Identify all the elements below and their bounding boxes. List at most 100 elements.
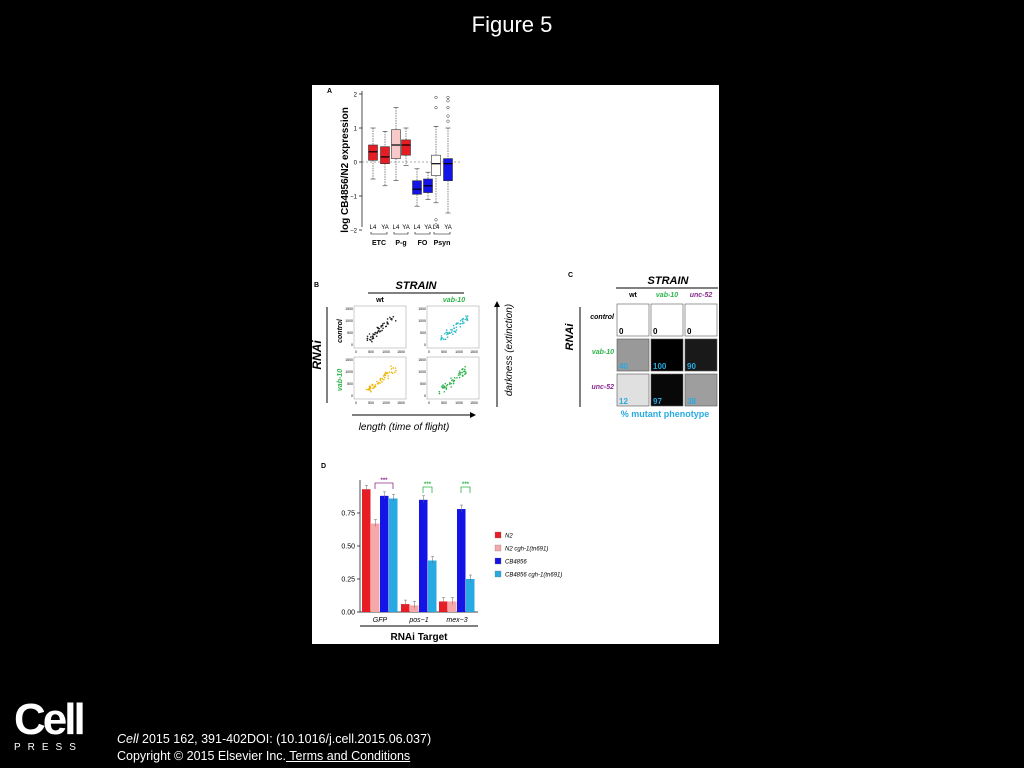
panel-c-legend: % mutant phenotype bbox=[621, 409, 710, 419]
panel-b-row-vab10: vab-10 bbox=[337, 369, 344, 391]
panel-b-point bbox=[386, 318, 389, 320]
panel-a-box bbox=[391, 129, 401, 159]
panel-c-cell bbox=[650, 373, 684, 407]
panel-a-stage-label: YA bbox=[381, 225, 389, 231]
citation-ref: 2015 162, 391-402DOI: (10.1016/j.cell.20… bbox=[138, 732, 432, 746]
panel-b-ytick-label: 0 bbox=[351, 343, 353, 347]
panel-b-point bbox=[448, 383, 451, 385]
panel-b-point bbox=[372, 337, 375, 340]
panel-c-cell-label: 100 bbox=[653, 362, 667, 371]
terms-link[interactable]: Terms and Conditions bbox=[286, 749, 411, 763]
panel-c-cell bbox=[616, 373, 650, 407]
panel-d-bar bbox=[457, 509, 466, 612]
panel-b-point bbox=[450, 386, 452, 388]
panel-b-point bbox=[459, 372, 461, 374]
panel-b-point bbox=[392, 315, 395, 318]
panel-c-strain-title: STRAIN bbox=[648, 275, 690, 287]
panel-c-cell bbox=[650, 303, 684, 337]
panel-b-point bbox=[457, 322, 459, 324]
panel-b-point bbox=[461, 320, 464, 323]
citation-line: Cell 2015 162, 391-402DOI: (10.1016/j.ce… bbox=[117, 731, 431, 748]
panel-b-point bbox=[385, 325, 388, 328]
panel-d-bar bbox=[448, 601, 457, 612]
panel-a-ytick-label: 2 bbox=[354, 93, 358, 99]
panel-b-point bbox=[459, 323, 462, 325]
panel-b-point bbox=[450, 382, 452, 385]
panel-b-point bbox=[387, 377, 389, 380]
panel-b-point bbox=[377, 382, 379, 385]
panel-b-point bbox=[452, 380, 455, 383]
panel-a-outlier bbox=[446, 119, 450, 123]
panel-c-cell bbox=[616, 338, 650, 372]
panel-b-ytick-label: 1000 bbox=[345, 319, 353, 323]
panel-b-point bbox=[372, 387, 374, 390]
panel-b-point bbox=[389, 316, 391, 319]
panel-a-group-label: Psyn bbox=[434, 240, 451, 247]
panel-b-point bbox=[375, 380, 378, 383]
panel-d-yticks: 0.75 0.50 0.25 0.00 bbox=[341, 511, 360, 617]
panel-d-sig-stars: *** bbox=[424, 482, 432, 488]
panel-b-point bbox=[452, 382, 455, 385]
panel-b-y-arrowhead bbox=[494, 301, 500, 307]
panel-c-cell-label: 0 bbox=[687, 327, 692, 336]
panel-c-row-label: vab-10 bbox=[592, 349, 614, 356]
panel-c-col-label: unc-52 bbox=[690, 292, 713, 299]
panel-c-row-labels: control vab-10 unc-52 bbox=[590, 314, 615, 391]
panel-a-group-label: P-g bbox=[395, 240, 406, 247]
panel-b-xtick-label: 1500 bbox=[397, 401, 405, 405]
panel-b-xtick-label: 500 bbox=[441, 350, 447, 354]
panel-c-letter: C bbox=[568, 272, 573, 279]
panel-b-point bbox=[390, 368, 393, 370]
panel-b-point bbox=[375, 335, 378, 338]
panel-b-ytick-label: 1000 bbox=[418, 370, 426, 374]
panel-a-ytick-label: 1 bbox=[354, 127, 358, 133]
logo-word: Cell bbox=[14, 695, 86, 744]
panel-b-point bbox=[457, 374, 460, 376]
panel-b-xtick-label: 1500 bbox=[397, 350, 405, 354]
panel-c-cell-label: 40 bbox=[619, 362, 628, 371]
panel-b-point bbox=[378, 327, 381, 330]
panel-c-col-label: wt bbox=[628, 292, 637, 299]
panel-b-point bbox=[446, 332, 449, 335]
panel-a-outlier bbox=[446, 95, 450, 99]
panel-b-xtick-label: 0 bbox=[428, 350, 430, 354]
panel-d-legend-label: CB4856 bbox=[505, 560, 527, 566]
panel-b-point bbox=[390, 371, 393, 374]
panel-b-point bbox=[374, 331, 377, 334]
panel-a-box bbox=[443, 158, 453, 181]
panel-b-point bbox=[382, 375, 385, 377]
panel-d-sig-bracket bbox=[460, 486, 471, 493]
panel-c-cell-label: 0 bbox=[653, 327, 658, 336]
panel-a-stage-label: L4 bbox=[370, 225, 377, 231]
panel-d-legend-swatch bbox=[494, 544, 502, 552]
panel-b-ytick-label: 1500 bbox=[345, 307, 353, 311]
panel-b-xtick-label: 1000 bbox=[455, 401, 463, 405]
panel-a-stage-labels: L4 YA L4 YA L4 YA L4 YA bbox=[370, 225, 452, 231]
panel-b-point bbox=[374, 333, 376, 336]
panel-b-point bbox=[459, 320, 462, 322]
panel-c-row-label: control bbox=[590, 314, 615, 321]
panel-b-point bbox=[377, 327, 379, 330]
panel-b-point bbox=[387, 372, 389, 374]
panel-b-ytick-label: 0 bbox=[424, 343, 426, 347]
figure-panel: A log CB4856/N2 expression 2 1 0 −1 −2 L4 YA L… bbox=[310, 85, 719, 644]
panel-b-point bbox=[440, 335, 443, 337]
panel-b-point bbox=[441, 336, 443, 339]
panel-b-point bbox=[450, 328, 452, 331]
panel-b-point bbox=[445, 388, 448, 390]
panel-d-legend-label: CB4856 cgh-1(tn691) bbox=[505, 573, 562, 579]
panel-b-point bbox=[438, 390, 441, 393]
panel-b-strain-title: STRAIN bbox=[396, 280, 438, 292]
panel-b-point bbox=[383, 322, 385, 325]
panel-b-point bbox=[394, 367, 397, 369]
panel-b-point bbox=[444, 382, 447, 385]
panel-b-point bbox=[391, 372, 394, 375]
panel-b-point bbox=[368, 338, 371, 341]
panel-b-ytick-label: 500 bbox=[420, 382, 426, 386]
panel-d-bar bbox=[380, 495, 389, 612]
panel-b-point bbox=[369, 385, 372, 387]
panel-d-bar bbox=[439, 601, 448, 612]
panel-b-point bbox=[443, 338, 445, 341]
panel-b-xtick-label: 1500 bbox=[470, 350, 478, 354]
panel-a-outlier bbox=[446, 106, 450, 110]
